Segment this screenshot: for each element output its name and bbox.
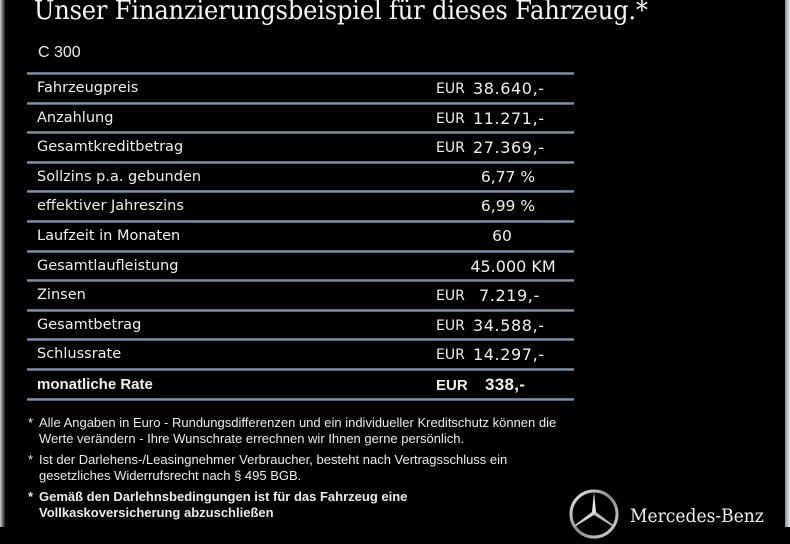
row-currency: EUR — [436, 140, 465, 157]
row-value: 6,77 % — [480, 167, 536, 186]
table-divider — [27, 72, 574, 75]
row-currency: EUR — [436, 317, 465, 334]
footnote-text: Ist der Darlehens-/Leasingnehmer Verbrau… — [39, 452, 508, 483]
row-label: Gesamtkreditbetrag — [37, 139, 184, 156]
row-label: monatliche Rate — [37, 375, 153, 393]
table-divider — [27, 308, 574, 312]
table-divider — [27, 131, 574, 135]
table-row-gesamtbetrag: Gesamtbetrag EUR 34.588,- — [27, 312, 574, 339]
footnote-text: Gemäß den Darlehnsbedingungen ist für da… — [39, 489, 408, 520]
table-divider — [27, 279, 574, 283]
footnote-widerruf: * Ist der Darlehens-/Leasingnehmer Verbr… — [28, 452, 539, 484]
row-label: Gesamtlaufleistung — [37, 257, 179, 274]
brand-wordmark: Mercedes-Benz — [630, 505, 764, 527]
row-currency: EUR — [436, 110, 465, 127]
table-row-monatliche-rate: monatliche Rate EUR 338,- — [27, 371, 574, 398]
right-frame-edge — [785, 0, 790, 527]
row-value: 338,- — [485, 374, 526, 394]
table-row-gesamtlaufleistung: Gesamtlaufleistung 45.000 KM — [27, 253, 574, 280]
row-label: Sollzins p.a. gebunden — [37, 168, 202, 185]
three-pointed-star-icon — [568, 488, 620, 544]
row-currency: EUR — [436, 376, 468, 394]
row-label: Anzahlung — [37, 109, 114, 126]
row-value: 34.588,- — [473, 315, 545, 335]
table-divider — [27, 190, 574, 194]
footnote-rounding: * Alle Angaben in Euro - Rundungsdiffere… — [28, 415, 588, 447]
table-divider — [27, 101, 574, 105]
footnote-asterisk: * — [28, 415, 34, 430]
row-label: Gesamtbetrag — [37, 316, 142, 333]
footnote-text: Alle Angaben in Euro - Rundungsdifferenz… — [39, 415, 557, 446]
vehicle-model: C 300 — [38, 44, 81, 61]
row-label: Fahrzeugpreis — [37, 80, 139, 96]
footnote-vollkasko: * Gemäß den Darlehnsbedingungen ist für … — [28, 489, 459, 521]
table-divider — [27, 367, 574, 371]
row-label: Laufzeit in Monaten — [37, 227, 181, 244]
financing-table: Fahrzeugpreis EUR 38.640,- Anzahlung EUR… — [27, 72, 574, 401]
row-value: 45.000 KM — [470, 256, 556, 276]
table-row-zinsen: Zinsen EUR 7.219,- — [27, 282, 574, 309]
footnote-asterisk: * — [28, 452, 34, 467]
table-row-gesamtkreditbetrag: Gesamtkreditbetrag EUR 27.369,- — [27, 134, 574, 161]
table-divider — [27, 160, 574, 164]
page-title: Unser Finanzierungsbeispiel für dieses F… — [34, 0, 648, 26]
row-value: 6,99 % — [480, 197, 536, 216]
table-row-fahrzeugpreis: Fahrzeugpreis EUR 38.640,- — [27, 75, 574, 102]
row-value: 7.219,- — [479, 286, 540, 306]
row-label: effektiver Jahreszins — [37, 198, 184, 215]
footnotes: * Alle Angaben in Euro - Rundungsdiffere… — [28, 415, 588, 526]
table-row-sollzins: Sollzins p.a. gebunden 6,77 % — [27, 164, 574, 191]
row-currency: EUR — [436, 288, 465, 305]
row-value: 60 — [492, 226, 512, 245]
row-label: Schlussrate — [37, 346, 122, 363]
row-value: 14.297,- — [473, 345, 545, 365]
row-label: Zinsen — [37, 287, 86, 304]
table-divider — [27, 249, 574, 253]
table-divider — [27, 397, 574, 401]
row-currency: EUR — [436, 347, 465, 364]
table-divider — [27, 219, 574, 223]
table-divider — [27, 338, 574, 342]
footnote-asterisk: * — [28, 489, 34, 504]
table-row-anzahlung: Anzahlung EUR 11.271,- — [27, 105, 574, 132]
row-value: 27.369,- — [473, 138, 545, 158]
row-value: 11.271,- — [473, 108, 545, 128]
table-row-laufzeit: Laufzeit in Monaten 60 — [27, 223, 574, 250]
table-row-effektiver-jahreszins: effektiver Jahreszins 6,99 % — [27, 193, 574, 220]
left-frame-edge — [0, 0, 5, 527]
row-value: 38.640,- — [473, 79, 545, 98]
row-currency: EUR — [436, 81, 465, 97]
table-row-schlussrate: Schlussrate EUR 14.297,- — [27, 341, 574, 368]
